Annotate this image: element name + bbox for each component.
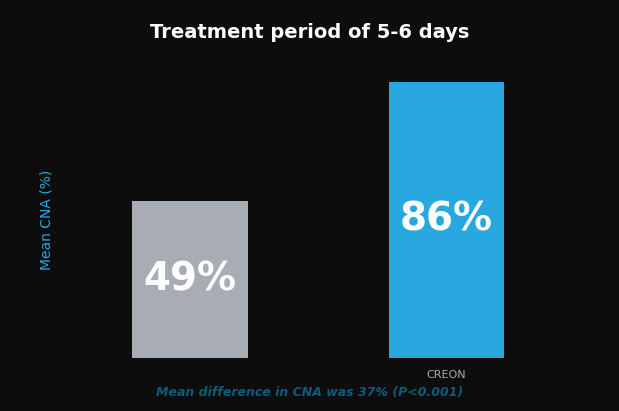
Bar (132, 201, 248, 358)
Y-axis label: Mean CNA (%): Mean CNA (%) (40, 170, 54, 270)
Text: CREON: CREON (426, 370, 466, 380)
Text: Treatment period of 5-6 days: Treatment period of 5-6 days (150, 23, 469, 42)
Bar (389, 82, 504, 358)
Text: 86%: 86% (400, 201, 493, 239)
Text: Mean difference in CNA was 37% (P<0.001): Mean difference in CNA was 37% (P<0.001) (156, 386, 463, 399)
Text: 49%: 49% (144, 260, 236, 298)
